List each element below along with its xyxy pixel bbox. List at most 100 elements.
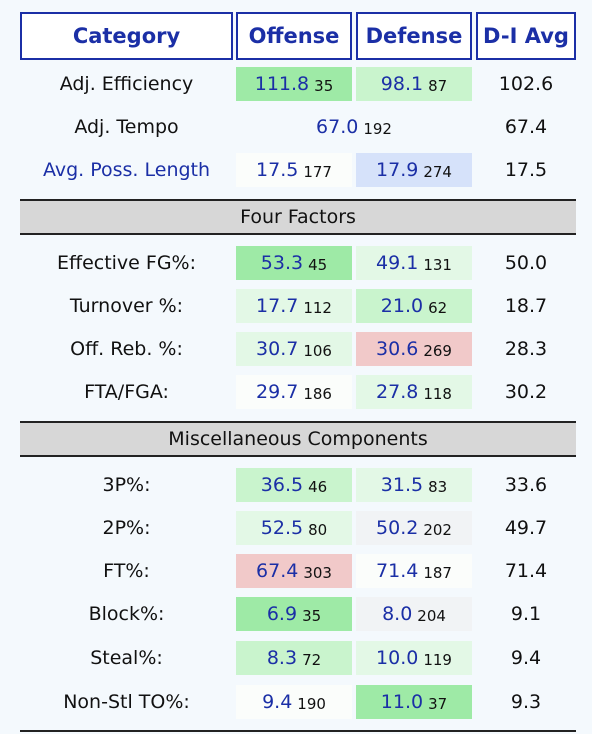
d1-avg-value: 71.4: [504, 560, 548, 582]
table-row-off-reb: Off. Reb. %: 30.7 106 30.6 269 28.3: [20, 332, 576, 366]
defense-cell: 49.1 131: [356, 246, 472, 280]
tempo-rank: 192: [363, 119, 392, 138]
defense-cell: 71.4 187: [356, 554, 472, 588]
offense-cell: 17.7 112: [236, 289, 352, 323]
header-defense[interactable]: Defense: [356, 12, 472, 60]
offense-rank: 303: [303, 563, 332, 582]
offense-cell: 30.7 106: [236, 332, 352, 366]
header-d1-avg[interactable]: D-I Avg: [476, 12, 576, 60]
table-row-fta-fga: FTA/FGA: 29.7 186 27.8 118 30.2: [20, 375, 576, 409]
defense-cell: 27.8 118: [356, 375, 472, 409]
d1-avg-value: 28.3: [504, 338, 548, 360]
table-row-block: Block%: 6.9 35 8.0 204 9.1: [20, 597, 576, 631]
d1-avg-value: 50.0: [504, 252, 548, 274]
header-category[interactable]: Category: [20, 12, 233, 60]
offense-value[interactable]: 36.5: [260, 474, 304, 496]
offense-value[interactable]: 29.7: [256, 381, 299, 403]
section-title: Four Factors: [240, 206, 356, 228]
offense-rank: 112: [303, 298, 332, 317]
offense-cell: 6.9 35: [236, 597, 352, 631]
d1-avg-value: 33.6: [504, 474, 548, 496]
avg-poss-length-link[interactable]: Avg. Poss. Length: [42, 159, 211, 181]
table-row-adj-tempo: Adj. Tempo 67.0 192 67.4: [20, 110, 576, 144]
defense-rank: 269: [423, 341, 452, 360]
header-d1-avg-label: D-I Avg: [483, 24, 569, 48]
offense-cell: 8.3 72: [236, 641, 352, 675]
offense-value[interactable]: 67.4: [256, 560, 299, 582]
header-defense-label: Defense: [365, 24, 463, 48]
offense-value[interactable]: 30.7: [256, 338, 299, 360]
defense-value[interactable]: 21.0: [380, 295, 424, 317]
defense-value[interactable]: 98.1: [380, 73, 424, 95]
defense-value[interactable]: 30.6: [376, 338, 419, 360]
offense-cell: 67.4 303: [236, 554, 352, 588]
table-row-turnover: Turnover %: 17.7 112 21.0 62 18.7: [20, 289, 576, 323]
offense-value[interactable]: 17.5: [256, 159, 299, 181]
offense-value[interactable]: 8.3: [266, 647, 298, 669]
row-label: 3P%:: [102, 474, 151, 496]
table-row-steal: Steal%: 8.3 72 10.0 119 9.4: [20, 641, 576, 675]
row-label: FTA/FGA:: [84, 381, 169, 403]
defense-value[interactable]: 10.0: [376, 647, 419, 669]
offense-rank: 35: [302, 606, 322, 625]
offense-rank: 46: [308, 477, 328, 496]
defense-value[interactable]: 31.5: [380, 474, 424, 496]
offense-cell: 111.8 35: [236, 67, 352, 101]
offense-rank: 177: [303, 162, 332, 181]
header-category-label: Category: [72, 24, 181, 48]
d1-avg-value: 18.7: [504, 295, 548, 317]
d1-avg-value: 17.5: [504, 159, 548, 181]
tempo-cell: 67.0 192: [236, 110, 472, 144]
offense-cell: 36.5 46: [236, 468, 352, 502]
row-label: Turnover %:: [69, 295, 184, 317]
offense-cell: 52.5 80: [236, 511, 352, 545]
defense-rank: 204: [417, 606, 446, 625]
defense-cell: 8.0 204: [356, 597, 472, 631]
offense-value[interactable]: 17.7: [256, 295, 299, 317]
d1-avg-value: 9.4: [510, 647, 542, 669]
defense-value[interactable]: 11.0: [380, 691, 424, 713]
defense-value[interactable]: 8.0: [382, 603, 413, 625]
header-offense-label: Offense: [248, 24, 340, 48]
defense-rank: 87: [428, 76, 448, 95]
defense-value[interactable]: 49.1: [376, 252, 419, 274]
d1-avg-value: 30.2: [504, 381, 548, 403]
d1-avg-value: 102.6: [498, 73, 554, 95]
d1-avg-value: 67.4: [504, 116, 548, 138]
table-row-adj-efficiency: Adj. Efficiency 111.8 35 98.1 87 102.6: [20, 67, 576, 101]
table-row-effective-fg: Effective FG%: 53.3 45 49.1 131 50.0: [20, 246, 576, 280]
offense-rank: 35: [314, 76, 334, 95]
defense-cell: 50.2 202: [356, 511, 472, 545]
defense-cell: 31.5 83: [356, 468, 472, 502]
row-label: Adj. Efficiency: [59, 73, 194, 95]
d1-avg-value: 9.3: [510, 691, 542, 713]
defense-value[interactable]: 50.2: [376, 517, 419, 539]
defense-rank: 202: [423, 520, 452, 539]
defense-cell: 98.1 87: [356, 67, 472, 101]
section-title: Miscellaneous Components: [168, 428, 428, 450]
offense-cell: 29.7 186: [236, 375, 352, 409]
offense-value[interactable]: 53.3: [260, 252, 304, 274]
defense-value[interactable]: 17.9: [376, 159, 419, 181]
row-label: Off. Reb. %:: [70, 338, 183, 360]
offense-cell: 53.3 45: [236, 246, 352, 280]
defense-cell: 10.0 119: [356, 641, 472, 675]
offense-value[interactable]: 111.8: [254, 73, 310, 95]
defense-rank: 187: [423, 563, 452, 582]
offense-value[interactable]: 6.9: [266, 603, 298, 625]
table-row-avg-poss-length: Avg. Poss. Length 17.5 177 17.9 274 17.5: [20, 153, 576, 187]
defense-rank: 62: [428, 298, 448, 317]
defense-value[interactable]: 71.4: [376, 560, 419, 582]
offense-value[interactable]: 52.5: [260, 517, 304, 539]
row-label: Adj. Tempo: [74, 116, 179, 138]
offense-value[interactable]: 9.4: [262, 691, 293, 713]
tempo-value[interactable]: 67.0: [316, 116, 359, 138]
defense-rank: 131: [423, 255, 452, 274]
table-row-ft: FT%: 67.4 303 71.4 187 71.4: [20, 554, 576, 588]
offense-rank: 106: [303, 341, 332, 360]
table-row-3p: 3P%: 36.5 46 31.5 83 33.6: [20, 468, 576, 502]
row-label: Steal%:: [90, 647, 163, 669]
section-header-four-factors: Four Factors: [20, 199, 576, 235]
defense-value[interactable]: 27.8: [376, 381, 419, 403]
header-offense[interactable]: Offense: [236, 12, 352, 60]
